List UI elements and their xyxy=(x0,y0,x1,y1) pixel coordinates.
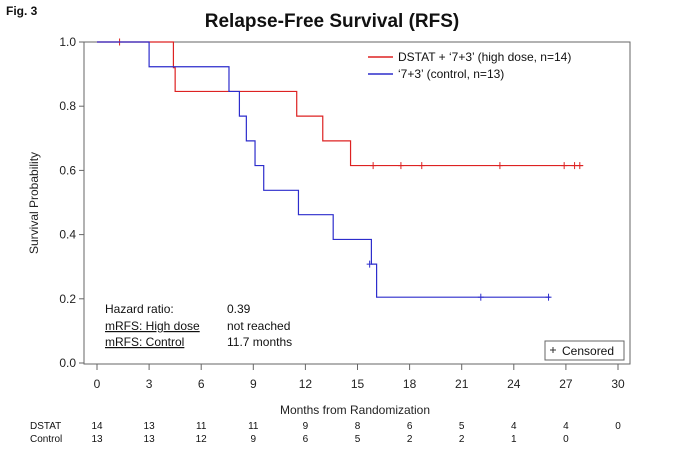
risk-count: 2 xyxy=(459,434,465,445)
survival-curves xyxy=(97,38,584,301)
risk-row-label: DSTAT xyxy=(30,421,61,432)
survival-line-control xyxy=(97,41,551,298)
censored-key-label: Censored xyxy=(562,344,614,358)
risk-count: 1 xyxy=(511,434,517,445)
risk-count: 0 xyxy=(563,434,569,445)
censored-key: Censored xyxy=(544,340,625,361)
risk-count: 6 xyxy=(407,421,413,432)
y-tick-label: 0.8 xyxy=(59,99,76,113)
risk-count: 9 xyxy=(303,421,309,432)
mrfs-high-value: not reached xyxy=(227,319,290,333)
risk-count: 8 xyxy=(355,421,361,432)
y-tick-label: 0.6 xyxy=(59,163,76,177)
x-tick-label: 27 xyxy=(559,377,573,391)
risk-count: 13 xyxy=(144,421,156,432)
x-tick-label: 6 xyxy=(198,377,205,391)
x-tick-label: 30 xyxy=(611,377,625,391)
hazard-ratio-value: 0.39 xyxy=(227,302,251,316)
censored-key-box xyxy=(544,340,625,361)
hazard-ratio-label: Hazard ratio: xyxy=(105,302,174,316)
risk-count: 5 xyxy=(355,434,361,445)
legend: DSTAT + ‘7+3’ (high dose, n=14) ‘7+3’ (c… xyxy=(368,50,571,81)
x-tick-label: 24 xyxy=(507,377,521,391)
x-tick-label: 9 xyxy=(250,377,257,391)
y-axis-title: Survival Probability xyxy=(27,152,41,254)
x-tick-label: 21 xyxy=(455,377,469,391)
at-risk-table: DSTAT 14 13 11 11 9 8 6 5 4 4 0 Control 13 13 12 9 6 5 2 2 1 0 xyxy=(30,421,621,445)
risk-count: 13 xyxy=(91,434,103,445)
risk-count: 5 xyxy=(459,421,465,432)
risk-count: 13 xyxy=(144,434,156,445)
y-tick-label: 0.4 xyxy=(59,228,76,242)
x-tick-label: 12 xyxy=(299,377,313,391)
y-tick-label: 0.2 xyxy=(59,292,76,306)
risk-row-label: Control xyxy=(30,434,62,445)
legend-label-control: ‘7+3’ (control, n=13) xyxy=(398,67,504,81)
x-tick-label: 0 xyxy=(94,377,101,391)
chart-title: Relapse-Free Survival (RFS) xyxy=(205,11,459,32)
risk-count: 4 xyxy=(511,421,517,432)
x-tick-label: 18 xyxy=(403,377,417,391)
mrfs-high-label: mRFS: High dose xyxy=(105,319,200,333)
x-tick-label: 3 xyxy=(146,377,153,391)
mrfs-control-label: mRFS: Control xyxy=(105,335,184,349)
y-tick-label: 1.0 xyxy=(59,35,76,49)
risk-count: 9 xyxy=(251,434,257,445)
risk-count: 2 xyxy=(407,434,413,445)
mrfs-control-value: 11.7 months xyxy=(227,335,292,349)
survival-line-dstat xyxy=(97,41,584,167)
figure-label: Fig. 3 xyxy=(6,4,38,18)
y-tick-label: 0.0 xyxy=(59,356,76,370)
risk-count: 6 xyxy=(303,434,309,445)
y-axis: 0.0 0.2 0.4 0.6 0.8 1.0 xyxy=(59,35,84,370)
x-axis: 0 3 6 9 12 15 18 21 24 27 30 xyxy=(94,364,625,391)
risk-count: 11 xyxy=(196,421,207,432)
stats-box: Hazard ratio: 0.39 mRFS: High dose not r… xyxy=(105,302,292,349)
risk-count: 0 xyxy=(615,421,621,432)
risk-count: 4 xyxy=(563,421,569,432)
legend-label-dstat: DSTAT + ‘7+3’ (high dose, n=14) xyxy=(398,50,571,64)
x-tick-label: 15 xyxy=(351,377,365,391)
risk-count: 11 xyxy=(248,421,259,432)
risk-count: 14 xyxy=(91,421,103,432)
x-axis-title: Months from Randomization xyxy=(280,403,430,417)
risk-count: 12 xyxy=(196,434,208,445)
series-control xyxy=(97,41,552,301)
